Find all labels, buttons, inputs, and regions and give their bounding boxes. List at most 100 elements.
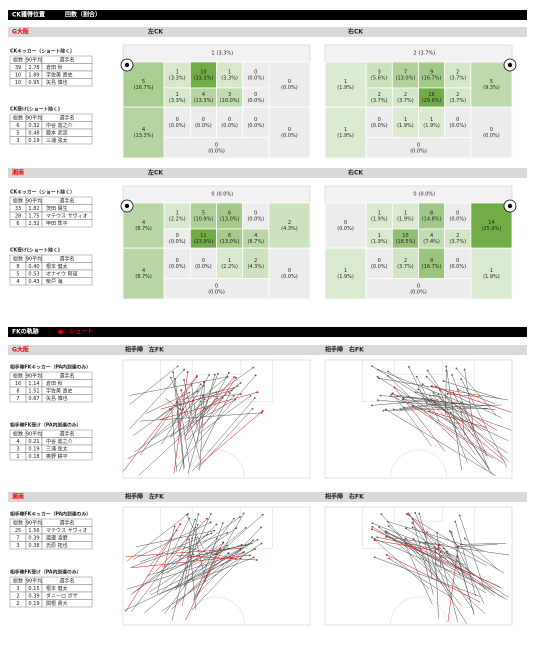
trajectory: [402, 399, 492, 407]
zone: [444, 202, 472, 230]
trajectory-end: [229, 392, 231, 395]
trajectory-end: [199, 383, 202, 386]
trajectory-end: [373, 539, 376, 542]
trajectory: [139, 376, 198, 456]
table-cell-text: 1.51: [28, 388, 39, 394]
zone-count: 10: [402, 233, 408, 239]
table-title: CK受け(ショート除く): [10, 106, 60, 113]
trajectory: [433, 392, 510, 462]
table-cell: [41, 219, 93, 228]
trajectory-end: [385, 553, 388, 556]
table-header: 選手名: [59, 372, 74, 379]
zone-count: 2: [413, 50, 416, 56]
trajectory-end: [241, 551, 244, 554]
zone-pct: (0.0%): [281, 274, 298, 280]
zone-pct: (1.9%): [371, 239, 388, 245]
table-cell-text: 10: [15, 72, 21, 78]
zone-pct: (16.7%): [422, 264, 442, 270]
trajectory: [130, 532, 228, 568]
trajectory-end: [194, 536, 197, 539]
zone: [365, 137, 472, 159]
table-cell-text: 0.40: [28, 264, 39, 270]
trajectory-end: [446, 552, 449, 555]
trajectory: [191, 384, 198, 429]
trajectory: [161, 543, 262, 612]
trajectory: [415, 512, 452, 599]
trajectory: [193, 513, 244, 601]
zone-count: 4: [430, 233, 433, 239]
trajectory-end: [254, 374, 257, 377]
table-cell-text: 0.19: [28, 138, 39, 144]
table-header: 選手名: [59, 519, 74, 526]
trajectory-end: [385, 408, 387, 411]
trajectory-end: [371, 526, 374, 528]
table-cell-text: 2.78: [28, 65, 39, 71]
table-header: 総数: [13, 114, 23, 121]
trajectory-end: [377, 368, 379, 371]
table-cell-text: マテウス サヴィオ: [46, 527, 88, 534]
trajectory: [185, 542, 224, 621]
trajectory-end: [371, 528, 373, 531]
table-cell-text: 倉田 秋: [46, 380, 63, 387]
table-header: 総数: [13, 255, 23, 262]
zone-count: 2: [456, 233, 459, 239]
trajectory: [175, 513, 212, 590]
trajectory: [186, 514, 204, 549]
ball-patch: [507, 62, 513, 68]
trajectory: [199, 381, 205, 471]
table-cell-text: 4: [16, 279, 19, 285]
trajectory-end: [222, 541, 225, 544]
zone-pct: (29.6%): [422, 98, 442, 104]
trajectory-end: [414, 391, 417, 394]
trajectory: [187, 400, 194, 431]
trajectory: [176, 375, 256, 468]
trajectory-end: [252, 539, 254, 542]
trajectory: [126, 513, 189, 562]
trajectory: [387, 375, 487, 470]
zone-count: 11: [200, 233, 206, 239]
zone-pct: (13.3%): [194, 98, 214, 104]
zone-count: 1: [228, 69, 231, 75]
zone-count: 4: [142, 220, 145, 226]
trajectory-end: [450, 531, 453, 534]
trajectory-end: [414, 512, 417, 514]
trajectory: [426, 402, 509, 441]
zone-count: 0: [456, 210, 459, 216]
table-cell-text: 0.38: [28, 543, 39, 549]
team-bar: [8, 345, 527, 355]
table-cell: [41, 78, 93, 87]
zone-count: 0: [202, 117, 205, 123]
table-cell-text: 39: [15, 65, 21, 71]
center-arc: [390, 596, 447, 626]
zone-pct: (0.0%): [208, 289, 225, 295]
trajectory-end: [417, 388, 420, 391]
zone-pct: (3.7%): [449, 75, 466, 81]
zone-pct: (0.0%): [449, 264, 466, 270]
trajectory-end: [387, 370, 390, 373]
table-cell-text: 1: [16, 454, 19, 460]
trajectory-end: [213, 529, 216, 532]
zone-pct: (0.0%): [169, 264, 186, 270]
table-title: CKキッカー（ショート除く）: [10, 189, 75, 196]
trajectory: [457, 556, 475, 614]
table-cell: [41, 277, 93, 286]
zone-pct: (0.0%): [247, 216, 264, 222]
fk-pitch: [122, 359, 311, 479]
zone-count: 1: [490, 268, 493, 274]
trajectory: [416, 376, 440, 423]
zone-pct: (1.9%): [337, 133, 354, 139]
zone-count: 2: [288, 220, 291, 226]
trajectory: [125, 548, 241, 557]
table-cell-text: 2: [16, 601, 19, 607]
trajectory-end: [232, 395, 235, 397]
trajectory: [445, 370, 447, 416]
zone-pct: (3.7%): [419, 50, 436, 56]
trajectory: [126, 552, 243, 590]
trajectory: [180, 545, 236, 560]
trajectory-end: [426, 531, 429, 533]
trajectory-end: [392, 408, 395, 411]
trajectory: [174, 378, 185, 468]
table-cell-text: 7: [16, 396, 19, 402]
trajectory-end: [376, 375, 379, 378]
